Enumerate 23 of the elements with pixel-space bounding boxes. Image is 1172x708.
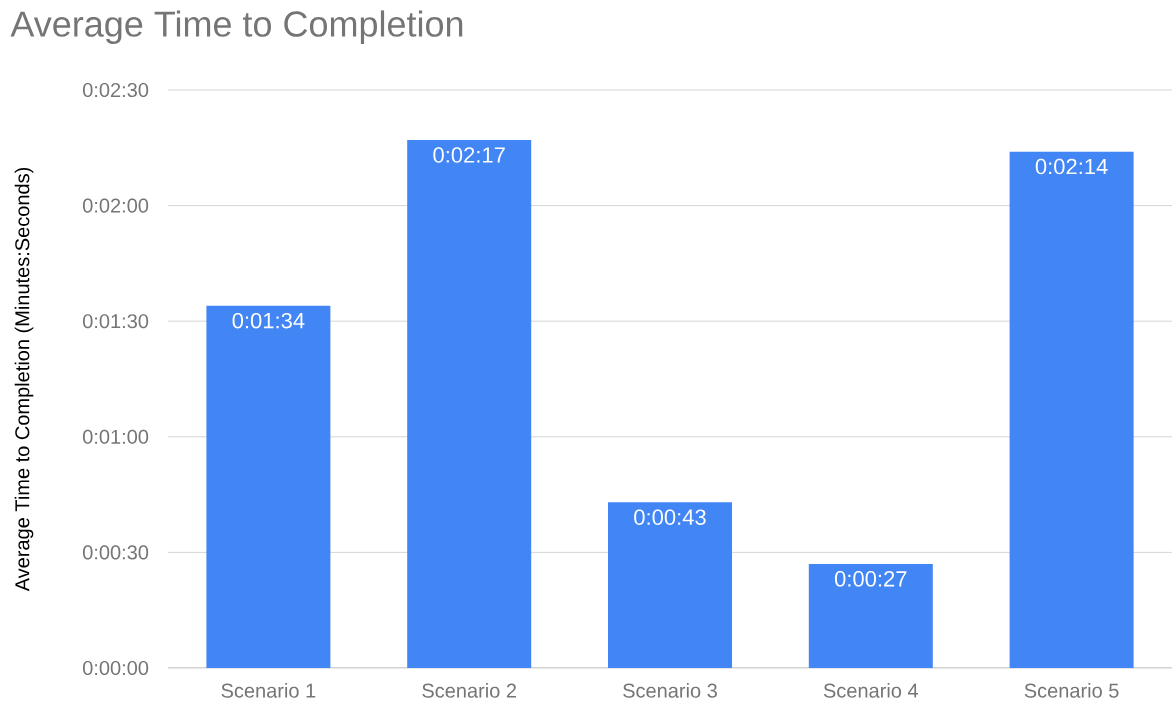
x-tick-label: Scenario 5 [1024,683,1119,698]
y-tick-label: 0:02:30 [82,82,149,98]
x-tick-label: Scenario 3 [623,683,717,698]
data-label: 0:02:17 [433,147,505,163]
x-tick-label: Scenario 2 [422,683,516,698]
y-tick-label: 0:00:00 [82,660,149,676]
data-label: 0:02:14 [1035,158,1108,175]
y-axis-title: Average Time to Completion (Minutes:Seconds) [14,167,34,592]
y-tick-label: 0:00:30 [82,545,149,560]
x-tick-label: Scenario 1 [221,683,316,698]
data-label: 0:00:43 [634,509,706,525]
bar [608,502,733,668]
bar [808,563,933,668]
data-label: 0:00:27 [834,571,907,587]
y-tick-label: 0:01:00 [82,429,149,444]
y-tick-label: 0:01:30 [82,314,149,329]
bar [407,140,532,668]
chart-title: Average Time to Completion [10,10,463,44]
bar [1009,151,1134,668]
x-tick-label: Scenario 4 [823,683,918,698]
data-label: 0:01:34 [232,312,305,329]
y-tick-label: 0:02:00 [82,198,149,213]
bar [206,305,331,668]
